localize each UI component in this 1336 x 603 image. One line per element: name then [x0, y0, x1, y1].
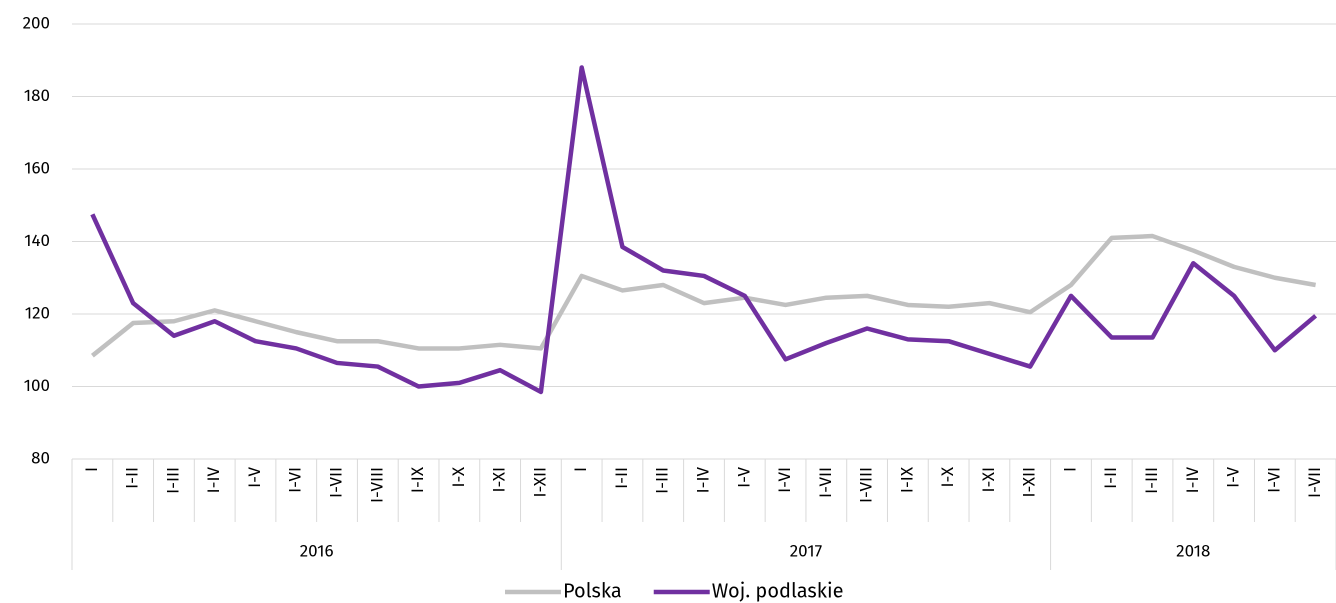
x-tick-label: I-V [244, 466, 265, 487]
x-tick-label: I-VIII [856, 467, 877, 503]
y-tick-label: 120 [25, 302, 50, 323]
x-tick-label: I-VII [326, 467, 347, 498]
x-tick-label: I-X [937, 466, 958, 487]
x-tick-label: I-III [1141, 467, 1162, 494]
x-tick-label: I-II [122, 467, 143, 489]
x-tick-label: I-X [448, 466, 469, 487]
x-tick-label: I-VI [285, 467, 306, 493]
x-tick-label: I-IV [203, 466, 224, 493]
x-tick-label: I-VII [815, 467, 836, 498]
x-tick-label: I-XI [489, 467, 510, 492]
series-line [90, 65, 1318, 395]
x-tick-label: I-VII [1304, 467, 1325, 498]
x-tick-label: I [81, 467, 102, 472]
x-tick-label: I-XII [1019, 467, 1040, 498]
legend-label: Polska [563, 579, 622, 603]
y-tick-label: 200 [23, 12, 50, 33]
x-tick-label: I-II [611, 467, 632, 489]
x-tick-label: I-XI [978, 467, 999, 492]
legend-label: Woj. podlaskie [712, 579, 844, 603]
x-tick-label: I-V [1223, 466, 1244, 487]
x-tick-label: I-III [162, 467, 183, 494]
x-tick-label: I-VI [774, 467, 795, 493]
series-line [90, 233, 1317, 358]
y-tick-label: 180 [24, 85, 50, 106]
group-label: 2018 [1176, 540, 1210, 561]
x-tick-label: I [1059, 467, 1080, 472]
x-tick-label: I-VI [1263, 467, 1284, 493]
x-tick-label: I [570, 467, 591, 472]
x-tick-label: I-IX [896, 466, 917, 493]
y-tick-label: 80 [31, 447, 50, 468]
y-tick-label: 160 [24, 157, 50, 178]
x-tick-label: I-III [652, 467, 673, 494]
x-tick-label: I-IV [1182, 466, 1203, 493]
x-tick-label: I-XII [529, 467, 550, 498]
x-tick-label: I-IV [692, 466, 713, 493]
x-tick-label: I-IX [407, 466, 428, 493]
x-tick-label: I-VIII [366, 467, 387, 503]
group-label: 2017 [790, 540, 823, 561]
x-tick-label: I-V [733, 466, 754, 487]
y-tick-label: 100 [24, 375, 50, 396]
x-tick-label: I-II [1100, 467, 1121, 489]
group-label: 2016 [300, 540, 334, 561]
y-tick-label: 140 [24, 230, 50, 251]
